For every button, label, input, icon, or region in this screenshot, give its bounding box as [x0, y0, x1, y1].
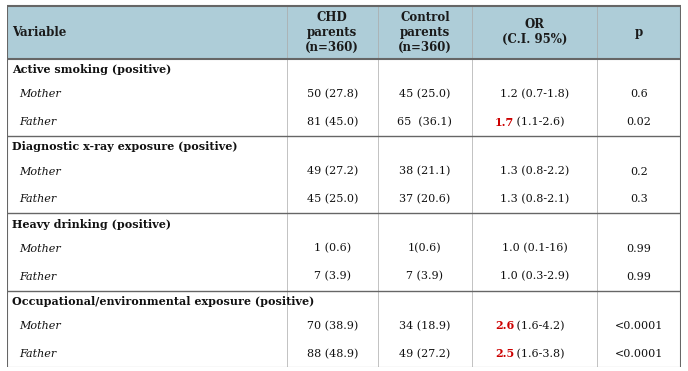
Text: 45 (25.0): 45 (25.0)	[307, 194, 358, 205]
Text: 0.3: 0.3	[630, 194, 648, 204]
Text: 38 (21.1): 38 (21.1)	[399, 166, 451, 177]
Text: 0.99: 0.99	[627, 244, 652, 254]
Text: 7 (3.9): 7 (3.9)	[314, 272, 351, 282]
Text: Mother: Mother	[19, 167, 61, 177]
Text: Active smoking (positive): Active smoking (positive)	[12, 65, 171, 75]
Text: 1 (0.6): 1 (0.6)	[314, 243, 351, 254]
Text: (1.6-3.8): (1.6-3.8)	[513, 348, 565, 359]
Text: 2.6: 2.6	[495, 320, 514, 331]
Text: 70 (38.9): 70 (38.9)	[307, 321, 358, 331]
Text: 49 (27.2): 49 (27.2)	[307, 166, 358, 177]
Text: 1.0 (0.3-2.9): 1.0 (0.3-2.9)	[500, 272, 569, 282]
Text: 0.2: 0.2	[630, 167, 648, 177]
Text: (1.6-4.2): (1.6-4.2)	[513, 321, 565, 331]
Text: <0.0001: <0.0001	[615, 349, 663, 359]
Text: 81 (45.0): 81 (45.0)	[307, 117, 358, 128]
Text: <0.0001: <0.0001	[615, 321, 663, 331]
Text: Mother: Mother	[19, 321, 61, 331]
Bar	[7, 6, 681, 59]
Text: 49 (27.2): 49 (27.2)	[399, 348, 451, 359]
Text: 1(0.6): 1(0.6)	[408, 243, 442, 254]
Text: Father: Father	[19, 349, 56, 359]
Text: 7 (3.9): 7 (3.9)	[407, 272, 443, 282]
Text: 37 (20.6): 37 (20.6)	[399, 194, 451, 205]
Text: Diagnostic x-ray exposure (positive): Diagnostic x-ray exposure (positive)	[12, 141, 237, 152]
Text: 1.0 (0.1-16): 1.0 (0.1-16)	[502, 243, 568, 254]
Text: (1.1-2.6): (1.1-2.6)	[513, 117, 565, 128]
Text: Father: Father	[19, 117, 56, 127]
Text: 88 (48.9): 88 (48.9)	[307, 348, 358, 359]
Text: 1.3 (0.8-2.1): 1.3 (0.8-2.1)	[500, 194, 569, 205]
Text: 0.02: 0.02	[627, 117, 652, 127]
Text: 0.99: 0.99	[627, 272, 652, 282]
Text: Heavy drinking (positive): Heavy drinking (positive)	[12, 219, 171, 230]
Text: Variable: Variable	[12, 26, 67, 39]
Text: OR
(C.I. 95%): OR (C.I. 95%)	[502, 19, 567, 46]
Text: 34 (18.9): 34 (18.9)	[399, 321, 451, 331]
Text: 65  (36.1): 65 (36.1)	[398, 117, 452, 128]
Text: 1.3 (0.8-2.2): 1.3 (0.8-2.2)	[500, 166, 569, 177]
Text: 50 (27.8): 50 (27.8)	[307, 89, 358, 99]
Text: CHD
parents
(n=360): CHD parents (n=360)	[305, 11, 359, 54]
Text: 1.7: 1.7	[495, 117, 514, 128]
Text: Occupational/environmental exposure (positive): Occupational/environmental exposure (pos…	[12, 296, 314, 306]
Text: Father: Father	[19, 194, 56, 204]
Text: 45 (25.0): 45 (25.0)	[399, 89, 451, 99]
Text: 0.6: 0.6	[630, 89, 648, 99]
Text: Control
parents
(n=360): Control parents (n=360)	[398, 11, 452, 54]
Text: Mother: Mother	[19, 244, 61, 254]
Text: 1.2 (0.7-1.8): 1.2 (0.7-1.8)	[500, 89, 569, 99]
Text: Father: Father	[19, 272, 56, 282]
Text: p: p	[635, 26, 643, 39]
Text: Mother: Mother	[19, 89, 61, 99]
Text: 2.5: 2.5	[495, 348, 514, 359]
